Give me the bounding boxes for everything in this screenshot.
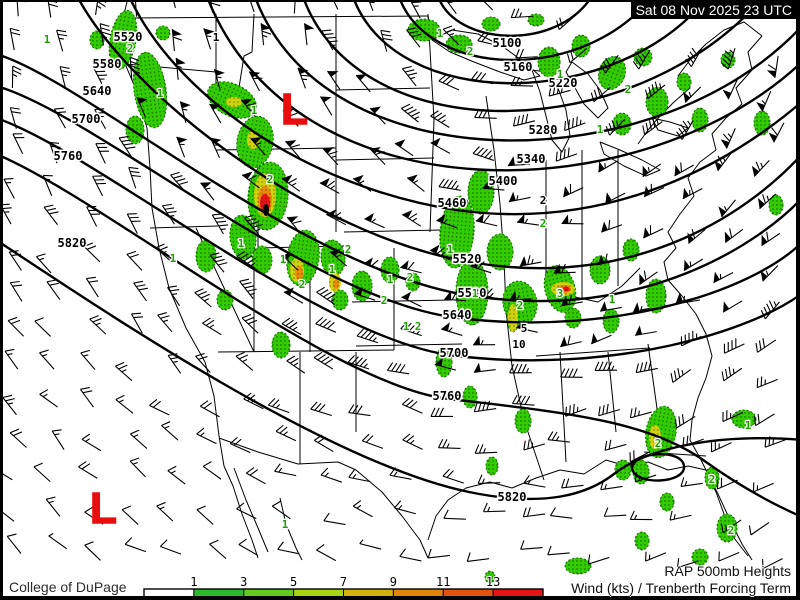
forcing-contour-label: 2 xyxy=(540,217,547,230)
height-contour-label: 5820 xyxy=(498,490,527,504)
forcing-contour-label: 1 xyxy=(282,518,289,531)
low-pressure-marker: L xyxy=(90,484,117,533)
forcing-contour-label: 1 xyxy=(329,263,336,276)
low-pressure-markers-layer: LL xyxy=(89,84,308,534)
colorbar-tick-label: 13 xyxy=(486,575,500,589)
height-contour-label: 5820 xyxy=(58,236,87,250)
forcing-contour-label: 2 xyxy=(267,173,274,186)
height-contour-label: 5760 xyxy=(433,389,462,403)
forcing-contour-label: 1 xyxy=(157,87,164,100)
forcing-contour-label: 1 xyxy=(745,419,752,432)
forcing-contour-label: 5 xyxy=(521,322,528,335)
contour-labels-layer: 5100 5160 5220 5280 5340 5400 5460 5520 5580 5640… xyxy=(42,26,753,539)
forcing-contour-label: 10 xyxy=(512,338,525,351)
colorbar-tick-label: 1 xyxy=(190,575,197,589)
height-contour-label: 5520 xyxy=(453,252,482,266)
forcing-contour-label: 2 xyxy=(625,83,632,96)
height-contour-label: 5640 xyxy=(83,84,112,98)
colorbar-tick-label: 7 xyxy=(340,575,347,589)
height-contours-layer xyxy=(0,0,800,518)
forcing-contour-label: 1 xyxy=(213,31,220,44)
low-pressure-marker: L xyxy=(281,85,308,134)
forcing-contour-label: 1 xyxy=(437,27,444,40)
wind-barbs-layer xyxy=(0,0,786,570)
forcing-contour-label: 2 xyxy=(299,278,306,291)
forcing-contour-label: 3 xyxy=(557,287,564,300)
forcing-contour-label: 2 xyxy=(127,42,134,55)
forcing-contour-label: 1 xyxy=(597,123,604,136)
height-contour-label: 5280 xyxy=(529,123,558,137)
forcing-contour-label: 1 xyxy=(557,68,564,81)
forcing-contour-label: 2 xyxy=(655,437,662,450)
timestamp-badge: Sat 08 Nov 2025 23 UTC xyxy=(630,2,796,19)
colorbar-tick-label: 5 xyxy=(290,575,297,589)
forcing-contour-label: 2 xyxy=(728,524,735,537)
forcing-contour-label: 1 xyxy=(170,252,177,265)
forcing-contour-label: 2 xyxy=(517,299,524,312)
colorbar-tick-label: 11 xyxy=(436,575,450,589)
height-contour-label: 5340 xyxy=(517,152,546,166)
forcing-contour-label: 2 xyxy=(540,194,547,207)
forcing-contour-label: 2 xyxy=(709,473,716,486)
product-title-line2: Wind (kts) / Trenberth Forcing Term xyxy=(571,580,791,596)
forcing-contour-label: 1 xyxy=(280,253,287,266)
forcing-contour-label: 1 xyxy=(447,243,454,256)
forcing-contour-label: 2 xyxy=(381,294,388,307)
credit-text: College of DuPage xyxy=(9,579,127,595)
forcing-contour-label: 2 xyxy=(407,271,414,284)
forcing-contour-label: 2 xyxy=(345,243,352,256)
colorbar-tick-label: 9 xyxy=(390,575,397,589)
forcing-contour-label: 1 xyxy=(238,237,245,250)
height-contour-label: 5640 xyxy=(443,308,472,322)
height-contour-label: 5220 xyxy=(549,76,578,90)
height-contour-label: 5160 xyxy=(504,60,533,74)
height-contour-label: 5700 xyxy=(440,346,469,360)
forcing-contour-label: 2 xyxy=(415,320,422,333)
forcing-contour-label: 1 xyxy=(472,287,479,300)
forcing-contour-label: 2 xyxy=(467,45,474,58)
height-contour-label: 5400 xyxy=(489,174,518,188)
forcing-contour-label: 1 xyxy=(251,104,258,117)
forcing-contour-label: 1 xyxy=(609,293,616,306)
colorbar-tick-label: 3 xyxy=(240,575,247,589)
height-contour-label: 5580 xyxy=(93,57,122,71)
forcing-contour-label: 1 xyxy=(387,273,394,286)
height-contour-label: 5100 xyxy=(493,36,522,50)
height-contour-label: 5580 xyxy=(458,286,487,300)
height-contour-label: 5520 xyxy=(114,30,143,44)
height-contour-label: 5460 xyxy=(438,196,467,210)
forcing-contour-label: 1 xyxy=(44,33,51,46)
legend-colorbar: 1 3 5 7 9 11 13 xyxy=(143,574,544,598)
height-contour-label: 5700 xyxy=(72,112,101,126)
forcing-shading-layer xyxy=(89,9,784,584)
product-title-line1: RAP 500mb Heights xyxy=(664,563,791,579)
forcing-contour-label: 1 xyxy=(403,320,410,333)
height-contour-label: 5760 xyxy=(54,149,83,163)
